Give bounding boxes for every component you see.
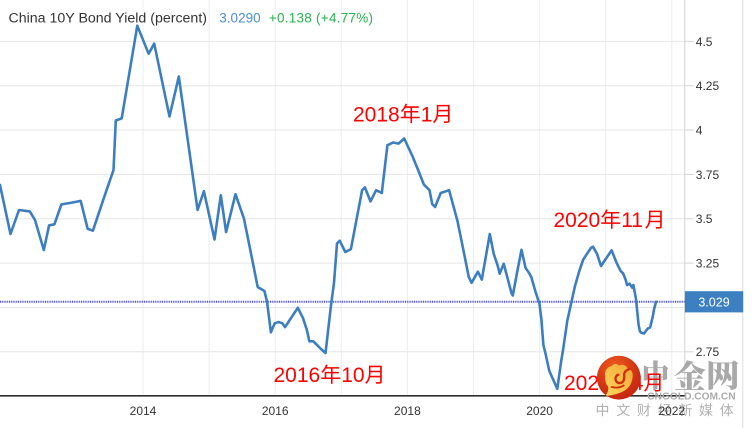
svg-text:China 10Y Bond Yield (percent): China 10Y Bond Yield (percent) [9, 10, 208, 26]
svg-text:3.5: 3.5 [696, 212, 713, 226]
svg-text:1: 1 [421, 103, 433, 126]
svg-text:2014: 2014 [130, 404, 157, 418]
svg-text:2016: 2016 [262, 404, 289, 418]
svg-text:4: 4 [696, 124, 703, 138]
svg-text:2018: 2018 [353, 103, 400, 126]
svg-text:3.75: 3.75 [696, 168, 720, 182]
svg-text:CNGOLD.COM.CN: CNGOLD.COM.CN [647, 391, 735, 402]
svg-text:2016: 2016 [274, 364, 321, 387]
svg-text:4.5: 4.5 [696, 35, 713, 49]
svg-text:2.75: 2.75 [696, 345, 720, 359]
svg-text:3.029: 3.029 [698, 296, 729, 310]
svg-text:2020: 2020 [554, 209, 601, 232]
svg-text:10: 10 [341, 364, 364, 387]
svg-text:+0.138 (+4.77%): +0.138 (+4.77%) [269, 10, 373, 25]
svg-text:2018: 2018 [394, 404, 421, 418]
svg-text:2020: 2020 [526, 404, 553, 418]
svg-text:2022: 2022 [658, 404, 685, 418]
svg-text:11: 11 [621, 209, 643, 232]
svg-text:4.25: 4.25 [696, 79, 720, 93]
svg-text:3.0290: 3.0290 [219, 10, 260, 25]
svg-text:3.25: 3.25 [696, 257, 720, 271]
